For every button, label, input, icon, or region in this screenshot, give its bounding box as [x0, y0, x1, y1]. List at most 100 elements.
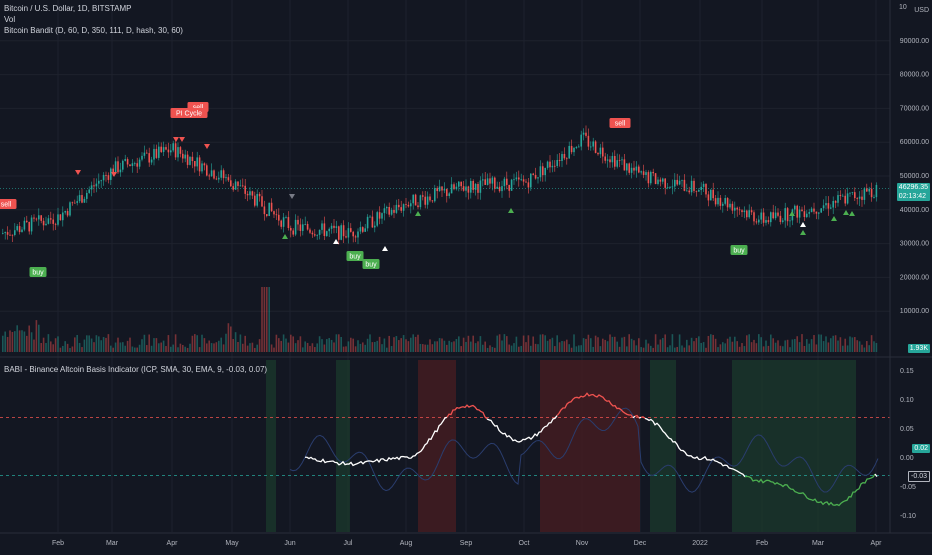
candle-body [784, 208, 786, 221]
volume-bar [662, 337, 664, 352]
candle-body [561, 154, 563, 162]
candle-body [184, 154, 186, 159]
candle-body [95, 183, 98, 187]
candle-body [194, 161, 196, 167]
volume-bar [285, 338, 287, 352]
volume-bar [791, 339, 794, 352]
volume-bar [534, 343, 537, 352]
candle-body [117, 161, 119, 173]
volume-bar [527, 335, 530, 352]
candle-body [318, 229, 321, 235]
volume-bar [369, 334, 371, 352]
candle-body [78, 195, 81, 202]
volume-legend[interactable]: Vol [4, 15, 16, 24]
indicator-legend[interactable]: Bitcoin Bandit (D, 60, D, 350, 111, D, h… [4, 26, 183, 35]
symbol-title[interactable]: Bitcoin / U.S. Dollar, 1D, BITSTAMP [4, 4, 132, 13]
basis-line-segment [644, 417, 746, 478]
candle-body [369, 216, 371, 218]
candle-body [275, 214, 278, 216]
volume-bar [179, 343, 182, 352]
volume-bar [741, 343, 743, 352]
candle-body [28, 221, 30, 232]
candle-body [359, 227, 362, 232]
candle-body [167, 149, 170, 153]
candle-body [59, 214, 62, 221]
candle-body [513, 179, 515, 181]
candle-body [597, 152, 599, 155]
price-tick-label: 30000.00 [900, 241, 929, 248]
candle-body [808, 212, 810, 214]
volume-bar [405, 339, 407, 352]
volume-bar [834, 335, 837, 352]
candle-body [669, 187, 671, 188]
candle-body [64, 211, 66, 213]
volume-bar [537, 344, 539, 352]
price-tick-label: 20000.00 [900, 274, 929, 281]
candle-body [220, 170, 222, 178]
volume-bar [208, 340, 210, 352]
volume-bar [338, 334, 340, 352]
candle-body [213, 170, 215, 179]
candle-body [712, 189, 714, 199]
buy-arrow [508, 208, 514, 213]
candle-body [328, 228, 330, 232]
volume-bar [760, 337, 762, 352]
price-tick-label: 10000.00 [900, 308, 929, 315]
volume-bar [434, 341, 436, 352]
time-tick-label: Jul [344, 540, 353, 547]
candle-body [717, 197, 719, 205]
volume-bar [616, 341, 618, 352]
candle-body [74, 202, 76, 204]
candle-body [374, 225, 376, 228]
volume-bar [777, 340, 779, 352]
volume-bar [712, 334, 714, 352]
candle-body [153, 148, 155, 160]
volume-bar [647, 343, 650, 352]
candle-body [40, 215, 42, 221]
volume-bar [184, 346, 186, 352]
volume-bar [270, 344, 273, 352]
candle-body [453, 184, 455, 190]
volume-bar [57, 336, 59, 352]
candle-body [371, 216, 374, 228]
candle-body [350, 228, 352, 232]
candle-body [136, 163, 138, 167]
candle-body [14, 230, 16, 236]
candle-body [467, 186, 470, 193]
volume-bar [54, 338, 57, 352]
candle-body [386, 206, 388, 209]
candle-body [287, 217, 290, 228]
candle-body [503, 178, 506, 187]
volume-bar [146, 345, 148, 352]
candle-body [323, 223, 326, 236]
buy-arrow [849, 211, 855, 216]
volume-bar [268, 287, 270, 352]
volume-bar [582, 338, 585, 352]
volume-bar [657, 344, 659, 352]
candle-body [750, 210, 753, 213]
volume-bar [489, 345, 491, 352]
volume-bar [6, 336, 9, 352]
candle-body [873, 197, 875, 198]
candle-body [225, 177, 227, 179]
symbol-legend[interactable]: Bitcoin / U.S. Dollar, 1D, BITSTAMP Vol … [4, 3, 183, 36]
price-tick-label: 90000.00 [900, 38, 929, 45]
indicator-plot [0, 392, 890, 507]
candle-body [599, 147, 602, 155]
volume-bar [81, 347, 83, 352]
lower-indicator-legend[interactable]: BABI - Binance Altcoin Basis Indicator (… [4, 365, 268, 374]
volume-bar [316, 343, 318, 352]
volume-bar [604, 339, 606, 352]
candle-body [330, 225, 333, 229]
volume-bar [232, 338, 234, 352]
candle-body [602, 147, 604, 157]
volume-bar [165, 346, 167, 352]
buy-arrow [831, 216, 837, 221]
volume-bar [318, 336, 321, 352]
volume-bar [4, 331, 6, 352]
price-tick-label: 70000.00 [900, 105, 929, 112]
volume-bar [246, 345, 249, 352]
candle-body [806, 213, 808, 218]
